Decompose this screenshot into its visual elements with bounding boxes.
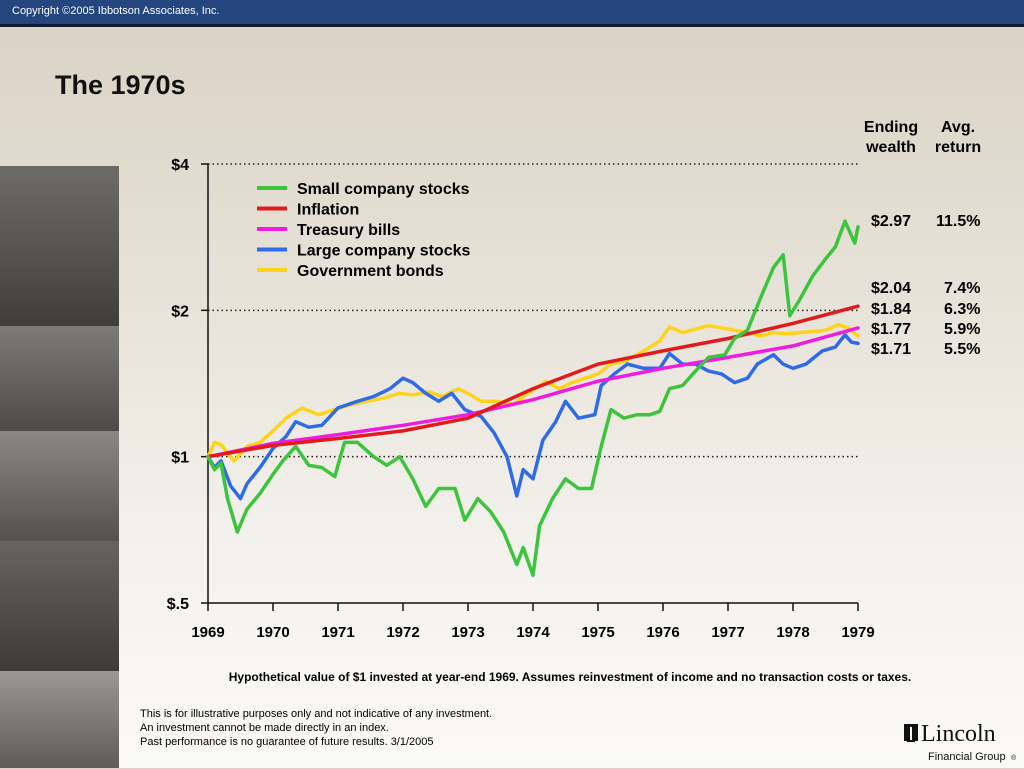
photo-protest <box>0 541 119 671</box>
legend: Small company stocks Inflation Treasury bi… <box>257 181 471 280</box>
lincoln-emblem-icon <box>904 724 918 742</box>
avg-return-value: 5.9% <box>944 321 981 338</box>
copyright-text: Copyright ©2005 Ibbotson Associates, Inc… <box>12 5 220 17</box>
page-title: The 1970s <box>55 70 186 100</box>
avg-return-value: 11.5% <box>936 213 981 230</box>
x-tick-label: 1977 <box>711 624 744 641</box>
lincoln-logo: Lincoln Financial Group ® <box>903 720 1018 764</box>
avg-return-value: 7.4% <box>944 280 981 297</box>
photo-cars <box>0 431 119 541</box>
ending-wealth-header-line1: Ending <box>863 119 919 136</box>
logo-registered: ® <box>1011 754 1017 762</box>
x-tick-label: 1974 <box>516 624 550 641</box>
x-tick-label: 1975 <box>581 624 614 641</box>
avg-return-value: 5.5% <box>944 341 981 358</box>
x-tick-label: 1970 <box>256 624 289 641</box>
legend-label: Inflation <box>297 202 359 219</box>
series-line <box>206 326 860 459</box>
series-line <box>206 219 860 578</box>
x-tick-label: 1979 <box>841 624 874 641</box>
disclaimer: This is for illustrative purposes only a… <box>140 707 492 749</box>
legend-label: Treasury bills <box>297 222 400 239</box>
chart-caption: Hypothetical value of $1 invested at yea… <box>228 670 912 684</box>
avg-return-header-line2: return <box>934 139 982 156</box>
x-tick-label: 1973 <box>451 624 484 641</box>
ending-wealth-header: Ending wealth <box>858 118 924 158</box>
x-tick-label: 1976 <box>646 624 679 641</box>
avg-return-header: Avg. return <box>928 118 988 158</box>
x-tick-label: 1978 <box>776 624 809 641</box>
y-tick-label: $1 <box>171 450 189 467</box>
ending-wealth-value: $1.71 <box>871 341 912 358</box>
series-line <box>206 304 860 459</box>
photo-aircraft <box>0 671 119 768</box>
ending-wealth-value: $1.77 <box>871 321 912 338</box>
series-lines <box>206 219 860 578</box>
x-tick-label: 1971 <box>321 624 354 641</box>
legend-label: Large company stocks <box>297 243 471 260</box>
ending-wealth-value: $2.04 <box>871 280 912 297</box>
logo-svg: Lincoln Financial Group ® <box>904 721 1017 763</box>
ending-wealth-header-line2: wealth <box>866 139 916 156</box>
series-line <box>206 333 860 501</box>
photo-collage <box>0 166 119 768</box>
series-line <box>206 322 860 463</box>
y-tick-label: $.5 <box>167 596 189 613</box>
legend-label: Government bonds <box>297 263 444 280</box>
disclaimer-line: Past performance is no guarantee of futu… <box>140 736 434 748</box>
disclaimer-line: An investment cannot be made directly in… <box>140 722 389 734</box>
avg-return-header-line1: Avg. <box>940 119 976 136</box>
legend-label: Small company stocks <box>297 181 470 198</box>
y-tick-label: $2 <box>171 303 189 320</box>
header-bar: Copyright ©2005 Ibbotson Associates, Inc… <box>0 0 1024 27</box>
ending-wealth-value: $2.97 <box>871 213 912 230</box>
y-tick-label: $4 <box>171 157 189 174</box>
x-tick-label: 1972 <box>386 624 419 641</box>
gridlines <box>208 163 860 458</box>
ending-wealth-value: $1.84 <box>871 301 912 318</box>
disclaimer-line: This is for illustrative purposes only a… <box>140 708 493 720</box>
x-tick-label: 1969 <box>191 624 224 641</box>
avg-return-value: 6.3% <box>944 301 981 318</box>
photo-rally <box>0 166 119 326</box>
logo-sub: Financial Group <box>928 751 1006 763</box>
photo-computer <box>0 326 119 431</box>
logo-name: Lincoln <box>921 721 996 747</box>
